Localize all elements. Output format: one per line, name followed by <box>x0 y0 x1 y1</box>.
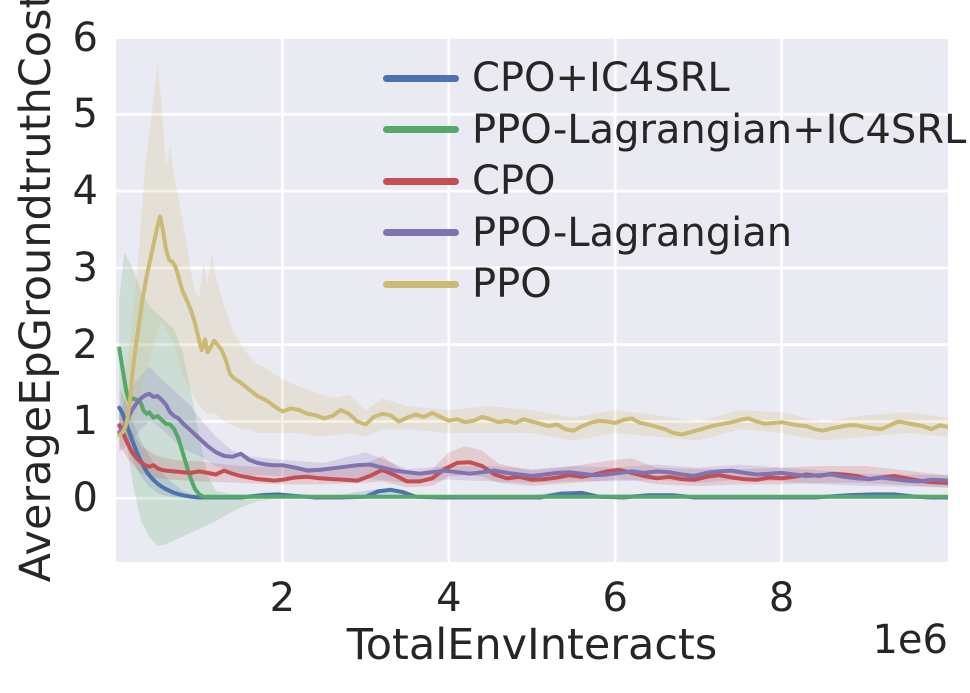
y-tick-label: 1 <box>72 398 98 445</box>
legend-swatch-ppo <box>383 280 459 288</box>
legend-label-ppo-lagrangian-ic4srl: PPO-Lagrangian+IC4SRL <box>472 106 967 153</box>
y-tick-label: 3 <box>72 244 98 291</box>
confidence-band-ppo-lagrangian-ic4srl <box>119 252 948 546</box>
y-tick-label: 5 <box>72 91 98 138</box>
confidence-band-ppo-lagrangian <box>119 366 948 488</box>
x-tick-label: 6 <box>602 575 628 621</box>
y-tick-label: 0 <box>72 475 98 522</box>
legend-swatch-ppo-lagrangian <box>383 229 459 236</box>
legend-label-cpo: CPO <box>472 158 556 204</box>
legend-entry-ppo-lagrangian-ic4srl: PPO-Lagrangian+IC4SRL <box>472 106 967 153</box>
y-tick-label: 4 <box>72 168 98 215</box>
x-axis-scale-offset: 1e6 <box>872 617 948 663</box>
y-tick-label: 2 <box>72 321 98 368</box>
series-line-cpo <box>117 423 948 485</box>
x-tick-label: 4 <box>436 575 462 621</box>
legend-swatch-cpo-ic4srl <box>383 74 459 82</box>
y-tick-label: 6 <box>72 14 98 61</box>
legend-label-ppo: PPO <box>472 261 552 307</box>
legend-entry-ppo: PPO <box>472 261 552 307</box>
legend-entry-cpo: CPO <box>472 158 556 204</box>
x-tick-label: 2 <box>269 575 296 621</box>
series-line-ppo-lagrangian <box>117 391 948 484</box>
series-line-ppo-lagrangian-ic4srl <box>117 346 948 499</box>
legend-entry-ppo-lagrangian: PPO-Lagrangian <box>472 209 793 256</box>
legend-label-ppo-lagrangian: PPO-Lagrangian <box>472 209 793 256</box>
x-tick-label: 8 <box>768 575 795 621</box>
series-lines <box>117 214 948 500</box>
legend-swatch-cpo <box>383 177 459 185</box>
legend-swatch-ppo-lagrangian-ic4srl <box>383 126 459 133</box>
series-line-ppo <box>117 214 948 438</box>
legend-label-cpo-ic4srl: CPO+IC4SRL <box>472 55 730 101</box>
x-axis-label: TotalEnvInteracts <box>346 620 718 670</box>
legend-entry-cpo-ic4srl: CPO+IC4SRL <box>472 55 730 101</box>
